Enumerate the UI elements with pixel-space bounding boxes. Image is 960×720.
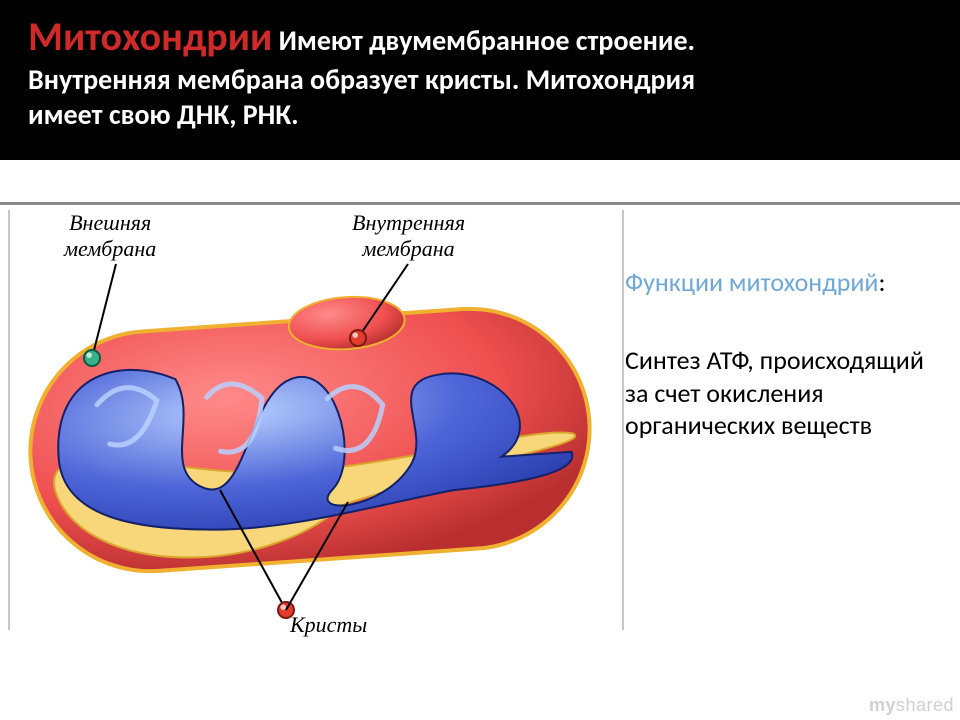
mitochondrion-svg: [0, 210, 620, 640]
slide-header: Митохондрии Имеют двумембранное строение…: [0, 0, 960, 160]
title-line-3: имеет свою ДНК, РНК.: [28, 97, 932, 132]
functions-body: Синтез АТФ, происходящий за счет окислен…: [625, 344, 925, 442]
diagram: ВнешняямембранаВнутренняямембранаКристы: [0, 210, 625, 630]
diagram-right-border: [622, 210, 624, 630]
title-line-2: Внутренняя мембрана образует кристы. Мит…: [28, 62, 932, 97]
functions-colon: :: [878, 266, 885, 298]
watermark: myshared: [869, 695, 954, 716]
title-emphasis: Митохондрии: [28, 12, 272, 61]
title-line-1: Митохондрии Имеют двумембранное строение…: [28, 12, 932, 62]
text-column: Функции митохондрий: Синтез АТФ, происхо…: [625, 210, 925, 630]
header-divider: [0, 202, 960, 205]
content-row: ВнешняямембранаВнутренняямембранаКристы …: [0, 210, 960, 630]
diagram-label-outer: Внешняямембрана: [64, 210, 156, 262]
functions-heading: Функции митохондрий:: [625, 266, 925, 298]
diagram-label-inner: Внутренняямембрана: [352, 210, 465, 262]
watermark-shared: shared: [896, 695, 954, 715]
slide: Митохондрии Имеют двумембранное строение…: [0, 0, 960, 720]
watermark-my: my: [869, 695, 896, 715]
diagram-label-cristae: Кристы: [290, 612, 367, 638]
title-rest-1: Имеют двумембранное строение.: [272, 23, 695, 58]
functions-label: Функции митохондрий: [625, 266, 878, 298]
